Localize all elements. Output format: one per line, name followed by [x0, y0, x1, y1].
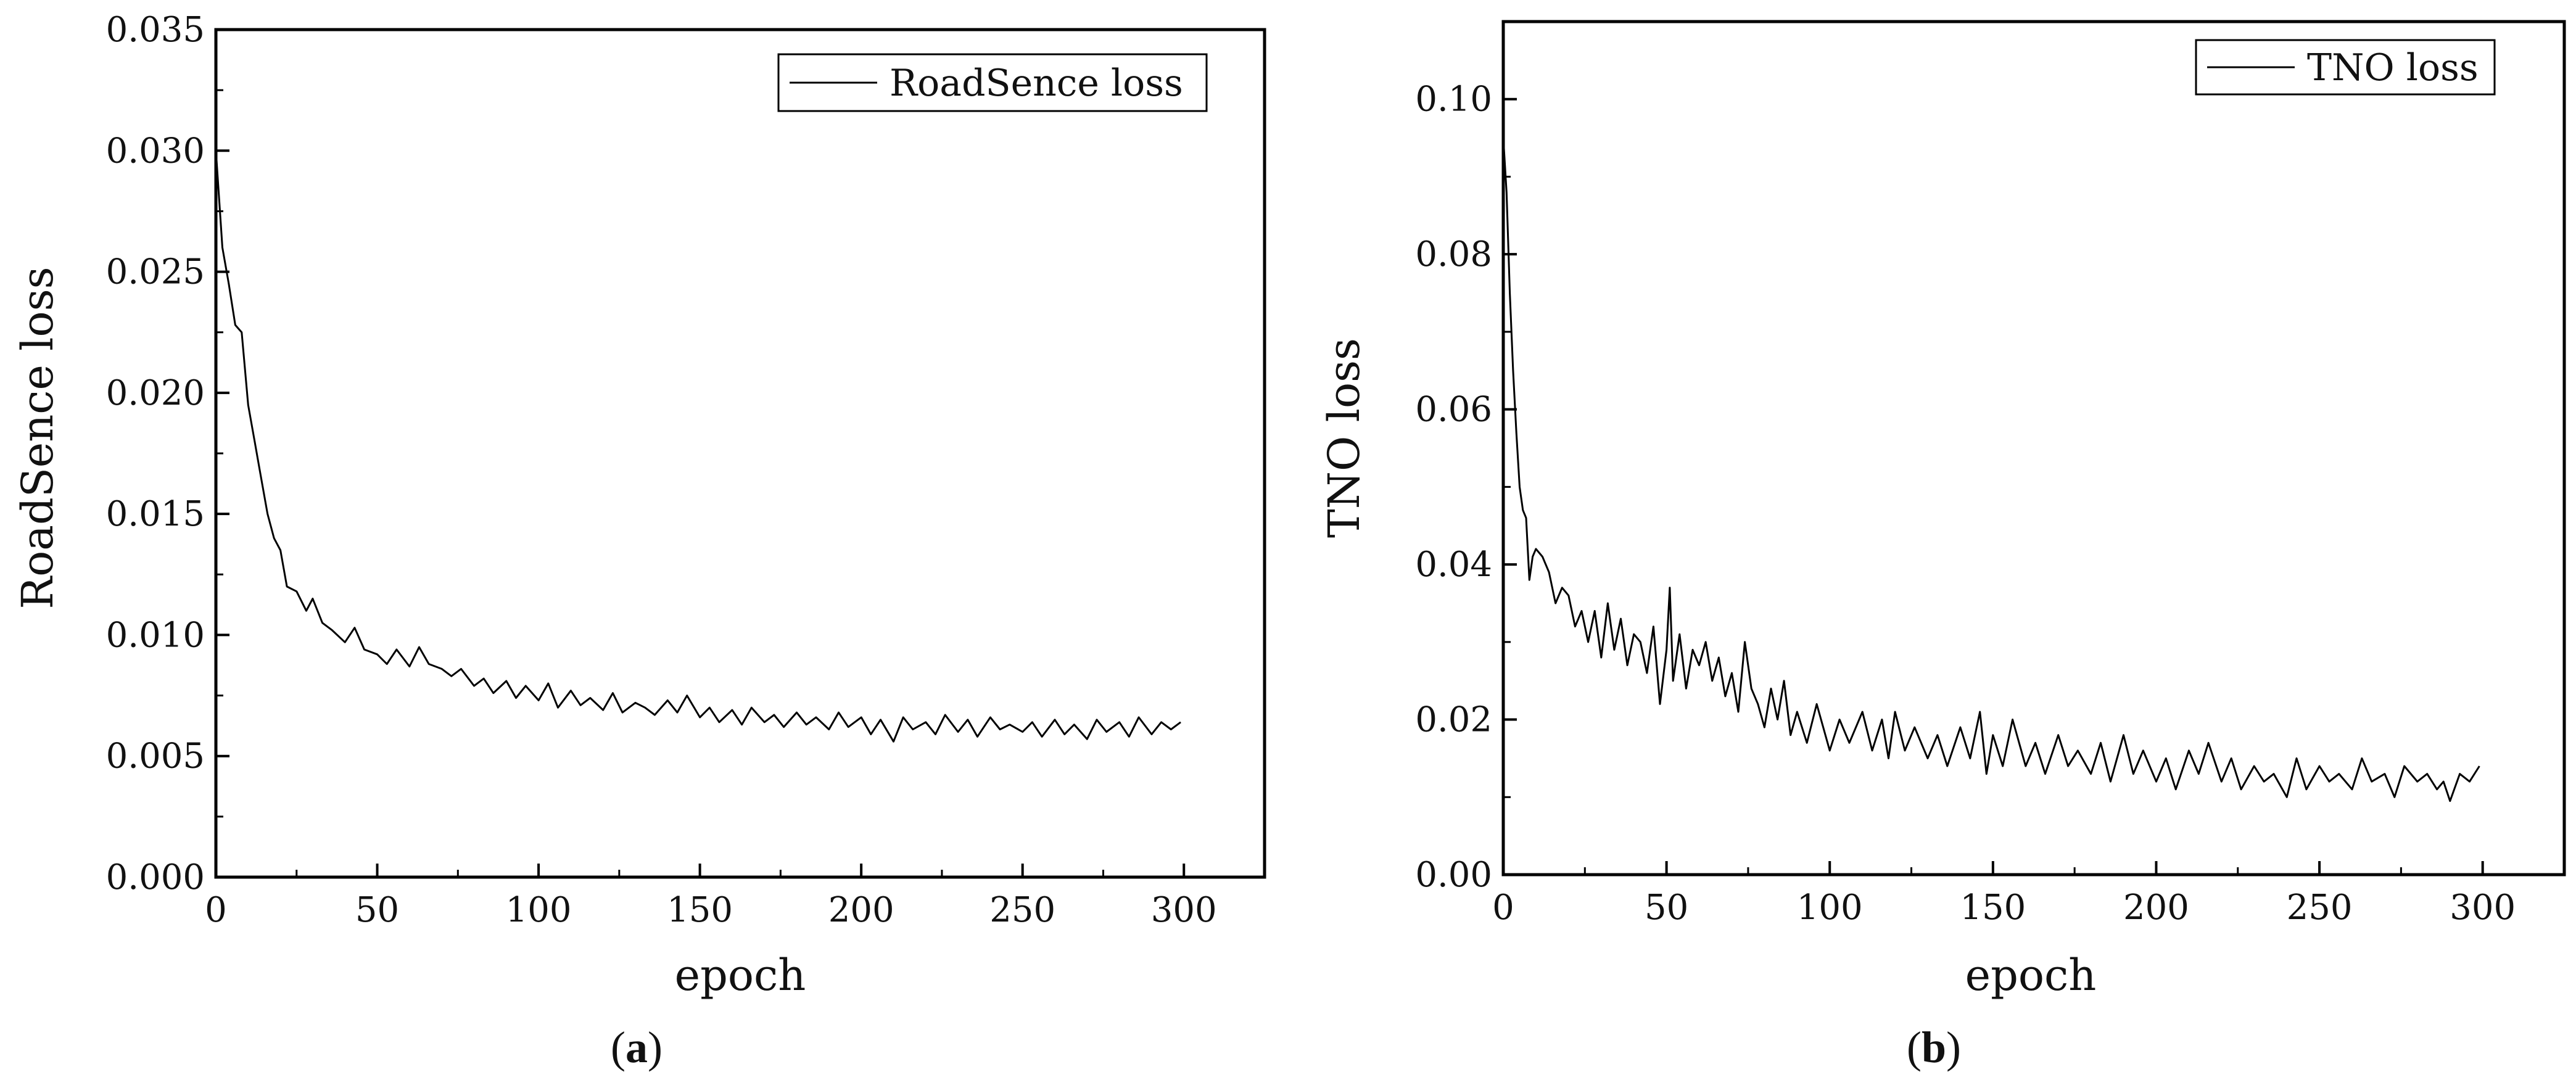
y-tick-label-a: 0.025: [106, 252, 205, 292]
y-axis-title-b: TNO loss: [1319, 338, 1369, 538]
plot-frame-a: [214, 28, 1266, 879]
plot-frame-b: [1501, 20, 2566, 877]
series-line-a: [215, 151, 1181, 743]
x-tick-label-b: 300: [2450, 888, 2516, 928]
y-tick-label-a: 0.010: [106, 615, 205, 655]
panel-label-open-paren-a: (: [611, 1023, 625, 1072]
x-tick-label-b: 0: [1492, 888, 1514, 928]
y-tick-label-a: 0.020: [106, 373, 205, 413]
panel-label-open-paren-b: (: [1907, 1023, 1922, 1072]
x-tick-label-a: 300: [1151, 890, 1217, 930]
chart-panel-b: TNO loss epoch (b) 0.000.020.040.060.080…: [1319, 20, 2566, 1072]
x-tick-label-a: 200: [828, 890, 894, 930]
x-tick-label-a: 50: [355, 890, 399, 930]
panel-label-a: (a): [611, 1023, 663, 1072]
legend-label-b: TNO loss: [2307, 46, 2479, 89]
x-tick-label-b: 250: [2287, 888, 2353, 928]
y-tick-label-b: 0.10: [1415, 80, 1492, 120]
y-tick-label-b: 0.00: [1415, 855, 1492, 895]
y-tick-label-b: 0.04: [1415, 545, 1492, 585]
x-tick-label-a: 150: [667, 890, 733, 930]
panel-label-b: (b): [1907, 1023, 1961, 1072]
x-axis-title-a: epoch: [675, 950, 806, 1000]
y-tick-label-a: 0.030: [106, 131, 205, 171]
x-tick-label-a: 0: [205, 890, 227, 930]
x-tick-label-a: 250: [989, 890, 1055, 930]
panel-label-letter-b: b: [1922, 1023, 1946, 1072]
chart-panel-a: RoadSence loss epoch (a) 0.000 0.005 0.010…: [12, 10, 1266, 1072]
series-line-b: [1502, 138, 2480, 802]
panel-label-close-paren-a: ): [648, 1023, 663, 1072]
y-tick-label-b: 0.08: [1415, 234, 1492, 274]
y-tick-label-a: 0.000: [106, 857, 205, 897]
y-tick-label-a: 0.005: [106, 736, 205, 777]
x-tick-label-b: 100: [1797, 888, 1863, 928]
x-tick-label-b: 150: [1960, 888, 2026, 928]
x-tick-label-b: 50: [1645, 888, 1688, 928]
panel-label-close-paren-b: ): [1946, 1023, 1961, 1072]
y-axis-title-a: RoadSence loss: [12, 266, 63, 609]
x-tick-label-b: 200: [2123, 888, 2189, 928]
plot-area-b: 0.00 0.02 0.04 0.06 0.08 0.10 0 50 100 150 200 250 3…: [1415, 20, 2566, 928]
x-tick-label-a: 100: [506, 890, 572, 930]
y-tick-label-b: 0.06: [1415, 390, 1492, 430]
panel-label-letter-a: a: [625, 1023, 648, 1072]
x-axis-title-b: epoch: [1965, 950, 2097, 1000]
y-tick-label-a: 0.035: [106, 10, 205, 50]
y-tick-label-a: 0.015: [106, 494, 205, 534]
legend-label-a: RoadSence loss: [890, 62, 1183, 105]
y-tick-label-b: 0.02: [1415, 700, 1492, 740]
plot-area-a: 0.000 0.005 0.010 0.015 0.020 0.025 0.030 0.035…: [106, 10, 1266, 930]
